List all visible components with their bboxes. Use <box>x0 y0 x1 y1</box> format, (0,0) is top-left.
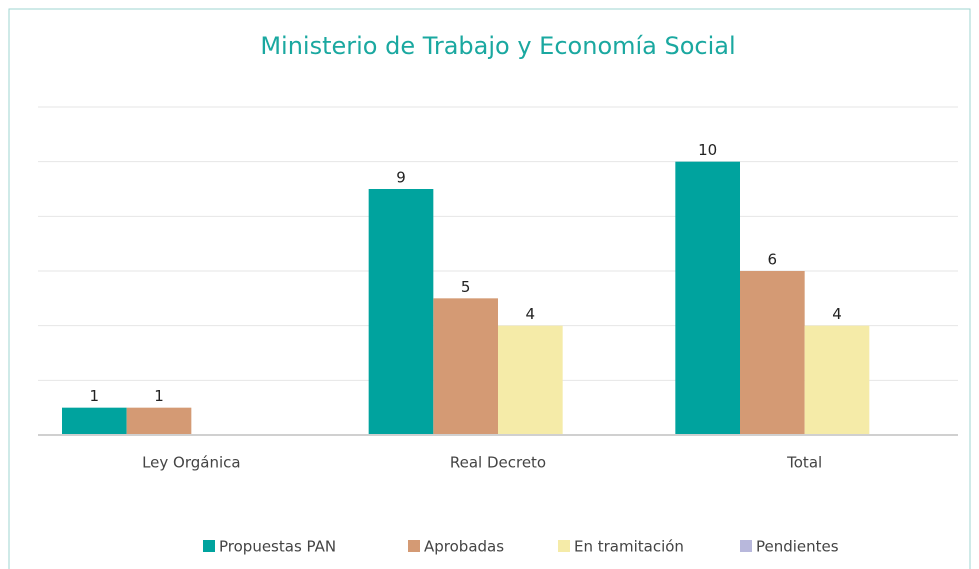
legend-swatch <box>558 540 570 552</box>
data-label: 1 <box>154 387 164 405</box>
frame <box>8 8 971 569</box>
chart-title: Ministerio de Trabajo y Economía Social <box>260 32 735 60</box>
bar <box>433 298 498 435</box>
legend-label: En tramitación <box>574 538 684 556</box>
x-tick-label: Total <box>786 454 822 472</box>
data-label: 4 <box>526 305 536 323</box>
data-label: 1 <box>90 387 100 405</box>
bar <box>740 271 805 435</box>
x-tick-label: Ley Orgánica <box>142 454 241 472</box>
bar <box>368 189 434 435</box>
data-label: 9 <box>396 169 406 187</box>
bar <box>62 407 127 435</box>
legend-swatch <box>203 540 215 552</box>
legend-swatch <box>740 540 752 552</box>
legend-label: Propuestas PAN <box>219 538 336 556</box>
legend-label: Pendientes <box>756 538 839 556</box>
data-label: 10 <box>698 141 717 159</box>
x-tick-label: Real Decreto <box>450 454 546 472</box>
legend-label: Aprobadas <box>424 538 504 556</box>
data-label: 5 <box>461 278 471 296</box>
bar <box>498 325 563 435</box>
data-label: 6 <box>768 251 778 269</box>
legend-swatch <box>408 540 420 552</box>
bar <box>126 407 192 435</box>
bar <box>675 161 740 435</box>
data-label: 4 <box>832 305 842 323</box>
bar <box>804 325 870 435</box>
